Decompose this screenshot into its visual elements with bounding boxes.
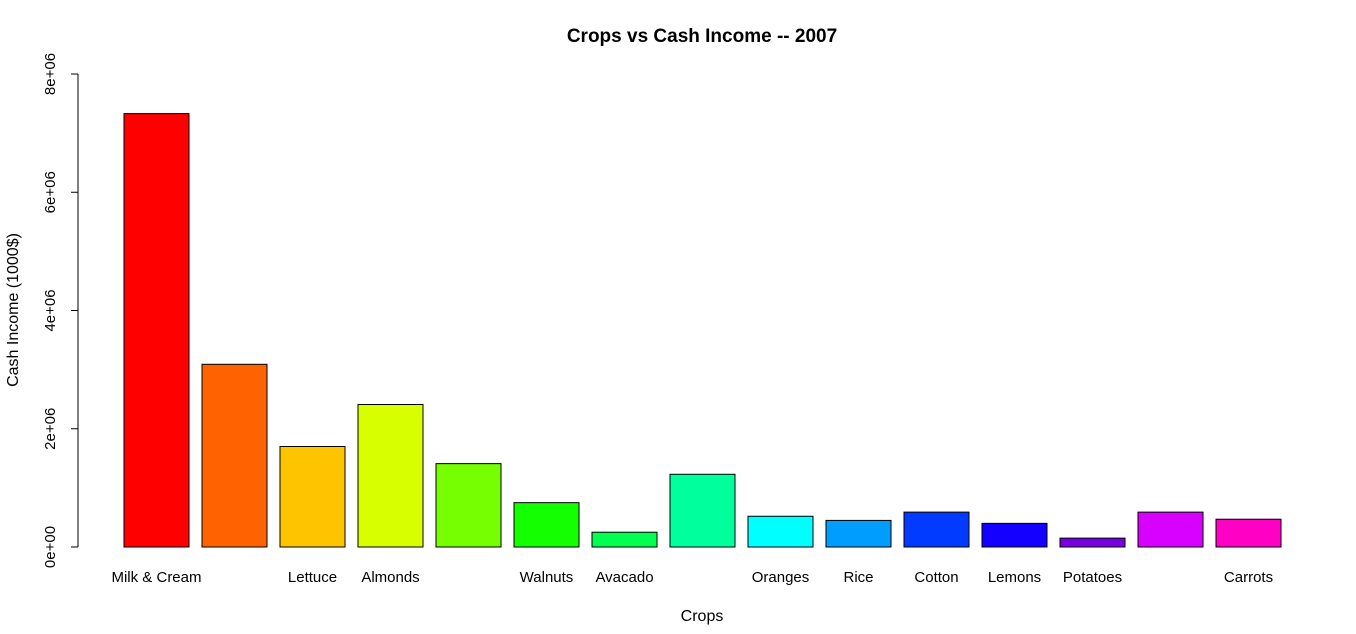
category-label: Oranges: [752, 569, 810, 586]
x-axis-label: Crops: [681, 608, 724, 625]
y-tick-label: 4e+06: [42, 289, 59, 331]
y-tick-label: 0e+00: [42, 526, 59, 568]
bar: [903, 511, 970, 548]
bar: [513, 502, 580, 548]
bar: [357, 404, 424, 548]
bar: [201, 363, 268, 548]
category-label: Lettuce: [288, 569, 337, 586]
bar: [1215, 518, 1282, 548]
y-axis-ticks: 0e+00 2e+06 4e+06 6e+06 8e+06: [42, 53, 78, 568]
bar: [1137, 511, 1204, 548]
bar: [435, 463, 502, 548]
bar: [981, 522, 1048, 548]
category-label: Carrots: [1224, 569, 1273, 586]
category-label: Avacado: [595, 569, 653, 586]
y-tick-label: 6e+06: [42, 171, 59, 213]
category-label: Walnuts: [520, 569, 574, 586]
category-label: Rice: [843, 569, 873, 586]
bars-group: [123, 113, 1282, 548]
category-labels: Milk & Cream Lettuce Almonds Walnuts Avacado…: [111, 569, 1273, 586]
y-axis-label: Cash Income (1000$): [5, 233, 22, 387]
category-label: Lemons: [988, 569, 1041, 586]
bar: [747, 515, 814, 548]
category-label: Cotton: [914, 569, 958, 586]
category-label: Potatoes: [1063, 569, 1122, 586]
bar: [825, 519, 892, 548]
y-tick-label: 8e+06: [42, 53, 59, 95]
chart-title: Crops vs Cash Income -- 2007: [567, 26, 837, 47]
bar: [591, 531, 658, 548]
bar: [669, 473, 736, 548]
category-label: Almonds: [361, 569, 419, 586]
bar: [1059, 537, 1126, 548]
bar: [279, 445, 346, 548]
bar: [123, 113, 190, 548]
category-label: Milk & Cream: [111, 569, 201, 586]
y-tick-label: 2e+06: [42, 408, 59, 450]
